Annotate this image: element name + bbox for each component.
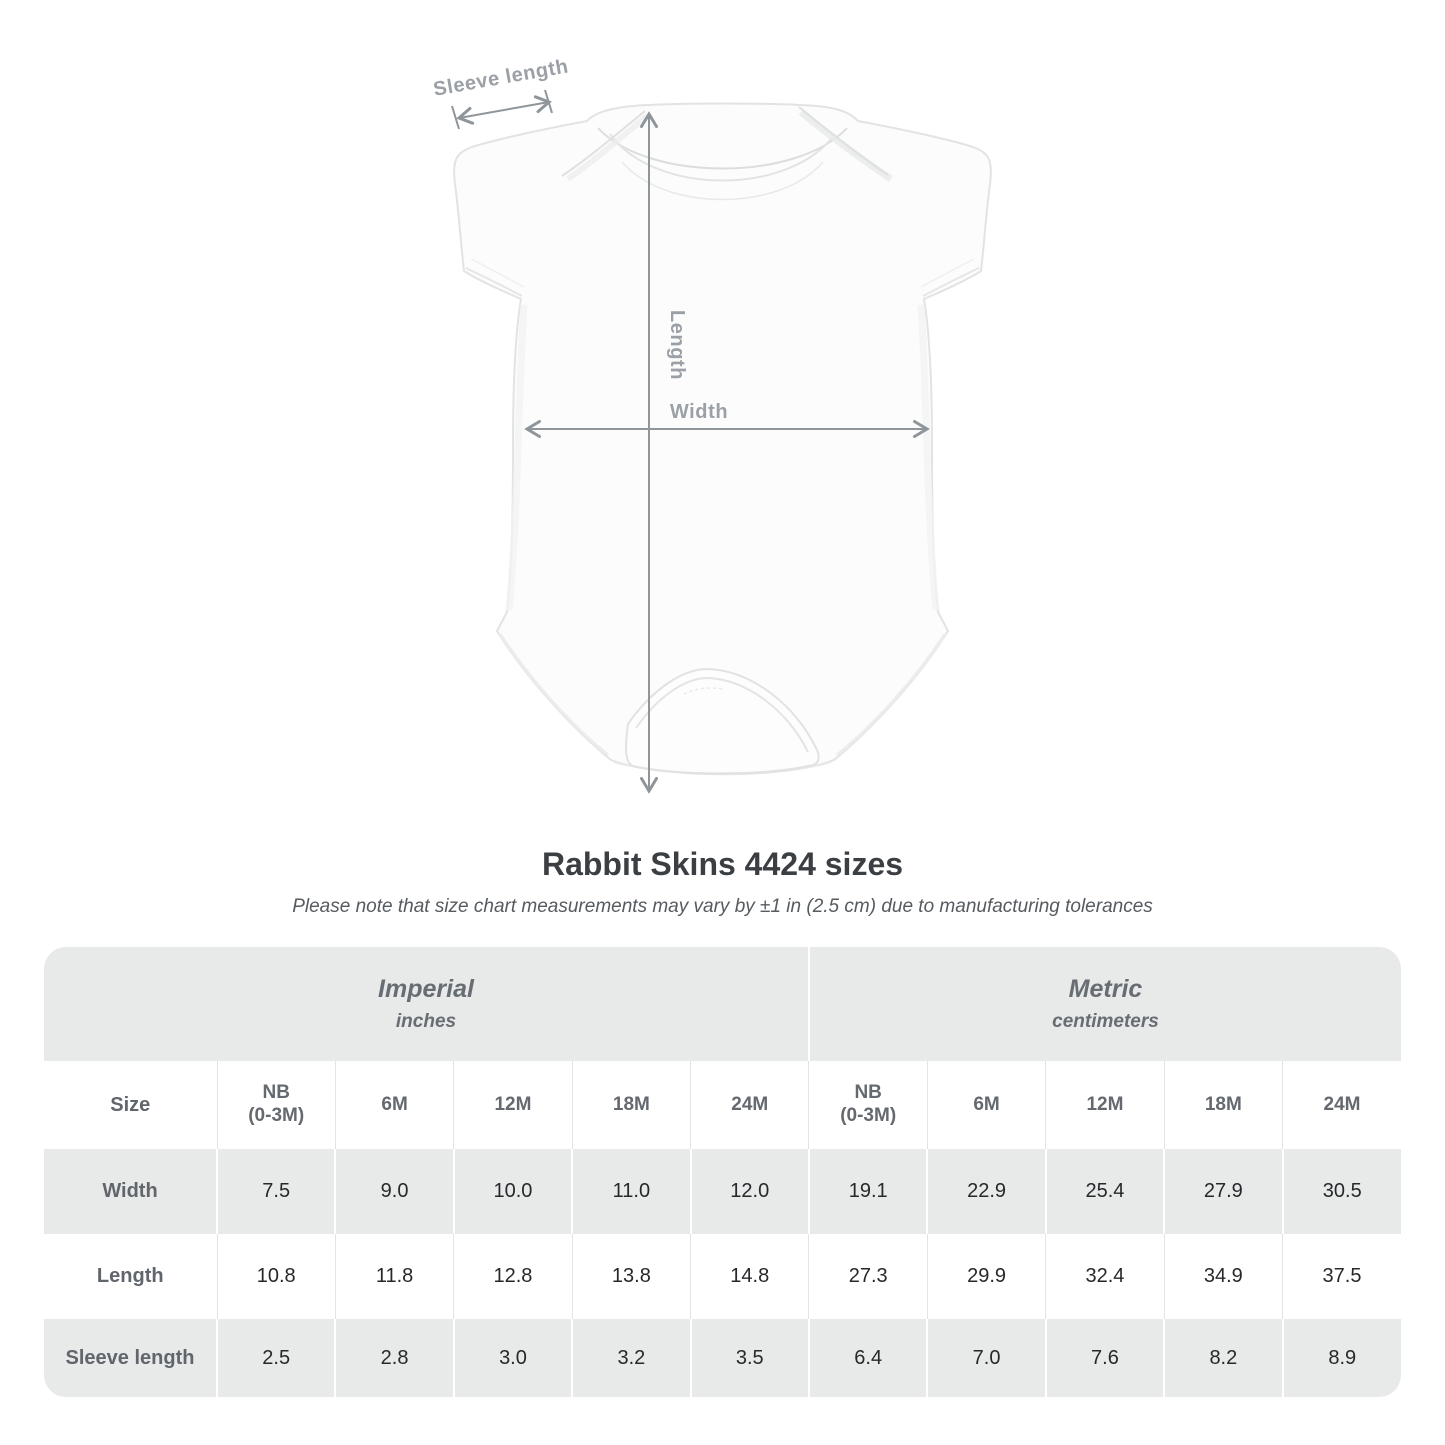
size-column-header: 18M — [571, 1061, 691, 1149]
length-value: 10.8 — [216, 1234, 336, 1319]
width-value: 30.5 — [1281, 1149, 1401, 1234]
size-chart: Imperial inches Metric centimeters Size … — [44, 947, 1401, 1397]
size-column-header: 24M — [690, 1061, 809, 1149]
sleeve-length-label: Sleeve length — [432, 55, 570, 100]
width-value: 10.0 — [452, 1149, 573, 1234]
sleeve-value: 2.8 — [334, 1319, 454, 1397]
unit-group-metric: Metric centimeters — [807, 947, 1401, 1061]
width-value: 22.9 — [926, 1149, 1046, 1234]
onesie-graphic — [453, 102, 992, 776]
width-value: 27.9 — [1163, 1149, 1283, 1234]
imperial-unit: inches — [395, 1011, 457, 1032]
width-value: 12.0 — [689, 1149, 809, 1234]
tolerance-note: Please note that size chart measurements… — [292, 896, 1153, 917]
length-value: 27.3 — [808, 1234, 928, 1319]
product-measurement-diagram: Sleeve length Length Width — [432, 55, 992, 794]
size-column-header: NB (0-3M) — [808, 1061, 928, 1149]
onesie-diagram-svg: Sleeve length Length Width — [432, 55, 992, 794]
width-value: 11.0 — [571, 1149, 691, 1234]
length-label: Length — [666, 310, 688, 380]
size-column-header: 24M — [1282, 1061, 1401, 1149]
size-column-header: 12M — [453, 1061, 573, 1149]
size-corner-label: Size — [44, 1061, 217, 1149]
metric-unit: centimeters — [1052, 1011, 1159, 1032]
sleeve-arrow-right-tick — [544, 89, 553, 114]
width-value: 25.4 — [1044, 1149, 1165, 1234]
length-value: 34.9 — [1163, 1234, 1283, 1319]
size-column-header: 6M — [334, 1061, 454, 1149]
table-row-width: Width 7.5 9.0 10.0 11.0 12.0 19.1 22.9 2… — [44, 1149, 1401, 1234]
sleeve-value: 7.0 — [926, 1319, 1046, 1397]
imperial-label: Imperial — [378, 975, 474, 1003]
length-value: 13.8 — [571, 1234, 691, 1319]
sleeve-value: 7.6 — [1044, 1319, 1165, 1397]
width-value: 19.1 — [807, 1149, 928, 1234]
length-value: 11.8 — [334, 1234, 454, 1319]
row-label: Width — [44, 1149, 217, 1234]
sleeve-value: 3.5 — [689, 1319, 809, 1397]
row-label: Length — [44, 1234, 217, 1319]
metric-label: Metric — [1068, 975, 1143, 1003]
sleeve-value: 3.2 — [571, 1319, 691, 1397]
sleeve-value: 3.0 — [452, 1319, 573, 1397]
table-row-sleeve-length: Sleeve length 2.5 2.8 3.0 3.2 3.5 6.4 7.… — [44, 1319, 1401, 1397]
sleeve-length-arrow — [456, 95, 552, 125]
unit-group-imperial: Imperial inches — [44, 947, 809, 1061]
size-chart-table: Imperial inches Metric centimeters Size … — [44, 947, 1401, 1397]
sleeve-value: 6.4 — [807, 1319, 928, 1397]
width-value: 7.5 — [215, 1149, 336, 1234]
length-value: 29.9 — [926, 1234, 1046, 1319]
sleeve-value: 8.2 — [1163, 1319, 1283, 1397]
size-header-row: Size NB (0-3M) 6M 12M 18M 24M NB (0-3M) … — [44, 1061, 1401, 1149]
sleeve-value: 8.9 — [1281, 1319, 1401, 1397]
page-title: Rabbit Skins 4424 sizes — [541, 846, 904, 882]
sleeve-arrow-left-tick — [451, 105, 460, 130]
length-value: 14.8 — [690, 1234, 809, 1319]
table-row-length: Length 10.8 11.8 12.8 13.8 14.8 27.3 29.… — [44, 1234, 1401, 1319]
size-column-header: 12M — [1045, 1061, 1165, 1149]
size-column-header: 18M — [1163, 1061, 1283, 1149]
sleeve-value: 2.5 — [215, 1319, 336, 1397]
width-value: 9.0 — [334, 1149, 454, 1234]
unit-header-row: Imperial inches Metric centimeters — [44, 947, 1401, 1061]
length-value: 12.8 — [453, 1234, 573, 1319]
row-label: Sleeve length — [44, 1319, 217, 1397]
size-column-header: NB (0-3M) — [216, 1061, 336, 1149]
length-value: 32.4 — [1045, 1234, 1165, 1319]
size-column-header: 6M — [926, 1061, 1046, 1149]
length-value: 37.5 — [1282, 1234, 1401, 1319]
width-label: Width — [670, 401, 728, 423]
